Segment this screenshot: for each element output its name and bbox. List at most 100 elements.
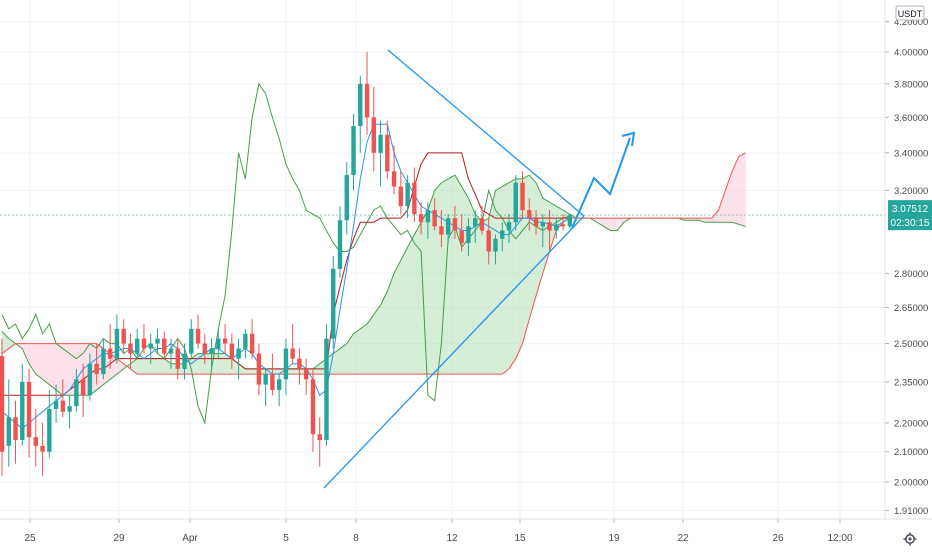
candle[interactable] xyxy=(148,333,153,364)
candle[interactable] xyxy=(229,333,235,369)
candle[interactable] xyxy=(506,214,512,243)
candle[interactable] xyxy=(513,175,518,231)
candle[interactable] xyxy=(175,338,180,380)
candle[interactable] xyxy=(479,206,485,235)
candle[interactable] xyxy=(263,368,268,407)
candle[interactable] xyxy=(351,113,356,191)
candle[interactable] xyxy=(189,319,194,359)
candle[interactable] xyxy=(378,120,383,187)
candle[interactable] xyxy=(337,206,343,278)
candle[interactable] xyxy=(74,368,79,412)
candle[interactable] xyxy=(128,333,133,369)
candle[interactable] xyxy=(405,175,410,219)
candle[interactable] xyxy=(33,408,38,467)
candle[interactable] xyxy=(101,338,106,380)
candle[interactable] xyxy=(520,171,525,219)
triangle-upper-line[interactable] xyxy=(387,49,585,217)
candle[interactable] xyxy=(452,206,458,239)
candle[interactable] xyxy=(371,87,376,172)
candle[interactable] xyxy=(202,333,207,364)
time-axis[interactable]: 25 29 Apr 5 8 12 15 19 22 26 12:00 xyxy=(24,519,853,544)
candle[interactable] xyxy=(540,214,545,248)
candle[interactable] xyxy=(290,324,295,364)
candle[interactable] xyxy=(216,328,221,359)
candle[interactable] xyxy=(547,210,552,252)
candle[interactable] xyxy=(391,145,397,195)
candle[interactable] xyxy=(473,210,478,243)
candle[interactable] xyxy=(533,210,539,235)
candle[interactable] xyxy=(324,324,329,446)
forecast-arrow-line[interactable] xyxy=(571,137,631,229)
candle-body xyxy=(155,338,160,344)
candle[interactable] xyxy=(47,389,52,458)
candle[interactable] xyxy=(87,353,93,401)
candle[interactable] xyxy=(493,234,498,265)
candle[interactable] xyxy=(412,167,417,223)
candle[interactable] xyxy=(80,363,86,418)
candle[interactable] xyxy=(331,255,336,349)
candle[interactable] xyxy=(554,218,559,239)
candle[interactable] xyxy=(398,171,404,215)
candle[interactable] xyxy=(500,222,505,252)
candle[interactable] xyxy=(486,218,491,265)
candle[interactable] xyxy=(60,379,66,418)
candle[interactable] xyxy=(317,417,322,467)
candle[interactable] xyxy=(249,319,255,359)
triangle-lower-line[interactable] xyxy=(323,215,585,489)
candle[interactable] xyxy=(297,348,302,385)
candle[interactable] xyxy=(304,358,309,396)
cloud-segment xyxy=(22,343,30,364)
candle[interactable] xyxy=(40,422,45,476)
candle[interactable] xyxy=(121,319,126,354)
candle[interactable] xyxy=(439,210,444,248)
candle[interactable] xyxy=(344,162,349,235)
candle[interactable] xyxy=(567,214,573,229)
candle[interactable] xyxy=(364,52,370,135)
candle[interactable] xyxy=(276,374,282,407)
candle[interactable] xyxy=(445,214,451,243)
candle[interactable] xyxy=(0,338,5,476)
candle[interactable] xyxy=(418,202,424,235)
candle[interactable] xyxy=(135,328,140,359)
currency-badge[interactable] xyxy=(895,5,925,21)
candle[interactable] xyxy=(385,120,390,179)
candle[interactable] xyxy=(182,343,187,380)
candle[interactable] xyxy=(53,384,59,423)
candle-body xyxy=(486,230,491,252)
candle[interactable] xyxy=(141,324,147,354)
candle[interactable] xyxy=(459,214,464,252)
candle[interactable] xyxy=(67,395,72,429)
candle[interactable] xyxy=(310,368,316,452)
candle[interactable] xyxy=(560,214,566,231)
candle[interactable] xyxy=(527,198,532,231)
candle[interactable] xyxy=(26,368,32,458)
candle[interactable] xyxy=(195,314,201,349)
candlesticks[interactable] xyxy=(0,52,573,476)
price-axis[interactable]: 4.20000 4.00000 3.80000 3.60000 3.40000 3.200… xyxy=(885,17,928,517)
candle[interactable] xyxy=(94,343,99,385)
candle[interactable] xyxy=(432,198,437,231)
candle[interactable] xyxy=(270,353,275,396)
candle[interactable] xyxy=(162,331,167,359)
candle[interactable] xyxy=(114,314,120,364)
drawings[interactable] xyxy=(323,49,636,489)
candle[interactable] xyxy=(168,338,174,369)
candle[interactable] xyxy=(466,218,471,256)
candle[interactable] xyxy=(6,379,11,467)
candle[interactable] xyxy=(425,202,431,239)
candle[interactable] xyxy=(243,328,248,359)
candle[interactable] xyxy=(222,324,228,354)
candle[interactable] xyxy=(20,363,25,446)
candle[interactable] xyxy=(107,324,113,369)
candle[interactable] xyxy=(13,400,18,464)
candle[interactable] xyxy=(358,75,363,153)
candle[interactable] xyxy=(256,343,262,396)
forecast-arrow-head[interactable] xyxy=(621,131,636,147)
candle[interactable] xyxy=(236,338,241,380)
candle[interactable] xyxy=(283,338,289,396)
candle[interactable] xyxy=(209,338,214,369)
gear-icon[interactable] xyxy=(903,532,917,546)
candle[interactable] xyxy=(155,328,160,354)
